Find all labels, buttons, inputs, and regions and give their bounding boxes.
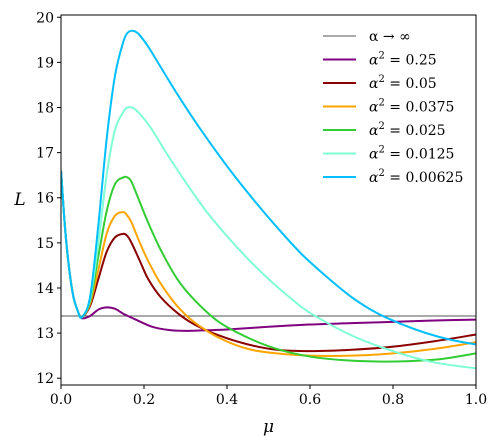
legend-entry-label: α2 = 0.00625 — [369, 168, 463, 186]
legend-exponent: 2 — [378, 145, 384, 156]
y-tick-label: 19 — [36, 55, 54, 71]
series-line-0 — [61, 170, 476, 332]
x-axis-ticks: 0.0 0.2 0.4 0.6 0.8 1.0 — [50, 385, 487, 408]
legend-exponent: 2 — [378, 168, 384, 179]
legend-value: = 0.0375 — [385, 100, 455, 116]
x-tick-label: 0.4 — [216, 392, 238, 408]
legend-alpha: α — [369, 100, 379, 116]
legend-exponent: 2 — [378, 98, 384, 109]
y-tick-label: 15 — [36, 236, 54, 252]
legend-exponent: 2 — [378, 74, 384, 85]
legend-exponent: 2 — [378, 121, 384, 132]
legend-alpha: α — [369, 147, 379, 163]
y-axis-label: L — [13, 190, 25, 210]
y-axis-ticks: 12 13 14 15 16 17 18 19 20 — [36, 10, 61, 387]
y-tick-label: 17 — [36, 146, 54, 162]
legend-entry-label: α2 = 0.05 — [369, 74, 437, 92]
legend-alpha: α — [369, 170, 379, 186]
x-tick-label: 0.2 — [133, 392, 155, 408]
y-tick-label: 13 — [36, 326, 54, 342]
legend-alpha: α — [369, 123, 379, 139]
series-line-5 — [61, 29, 476, 346]
legend-entry-label: α2 = 0.025 — [369, 121, 446, 139]
y-tick-label: 16 — [36, 191, 54, 207]
legend-value: = 0.25 — [385, 53, 437, 69]
plot-series-group — [61, 29, 476, 370]
y-tick-label: 12 — [36, 371, 54, 387]
x-tick-label: 0.8 — [382, 392, 404, 408]
y-tick-label: 14 — [36, 281, 54, 297]
x-tick-label: 0.0 — [50, 392, 72, 408]
legend-value: = 0.00625 — [385, 170, 464, 186]
legend-entry-label: α2 = 0.25 — [369, 51, 437, 69]
x-tick-label: 1.0 — [465, 392, 487, 408]
plot-frame — [60, 14, 477, 386]
legend-entry-label: α → ∞ — [369, 29, 411, 45]
y-tick-label: 18 — [36, 101, 54, 117]
legend-value: = 0.05 — [385, 76, 437, 92]
series-line-1 — [61, 170, 476, 353]
legend-alpha: α — [369, 53, 379, 69]
x-tick-label: 0.6 — [299, 392, 321, 408]
legend-entry-label: α2 = 0.0375 — [369, 98, 454, 116]
legend-alpha: α — [369, 76, 379, 92]
x-axis-label: μ — [263, 417, 274, 437]
legend-value: = 0.0125 — [385, 147, 455, 163]
y-tick-label: 20 — [36, 10, 54, 26]
legend-exponent: 2 — [378, 51, 384, 62]
legend-value: = 0.025 — [385, 123, 446, 139]
legend-entry-label: α2 = 0.0125 — [369, 145, 454, 163]
series-line-3 — [61, 170, 476, 363]
